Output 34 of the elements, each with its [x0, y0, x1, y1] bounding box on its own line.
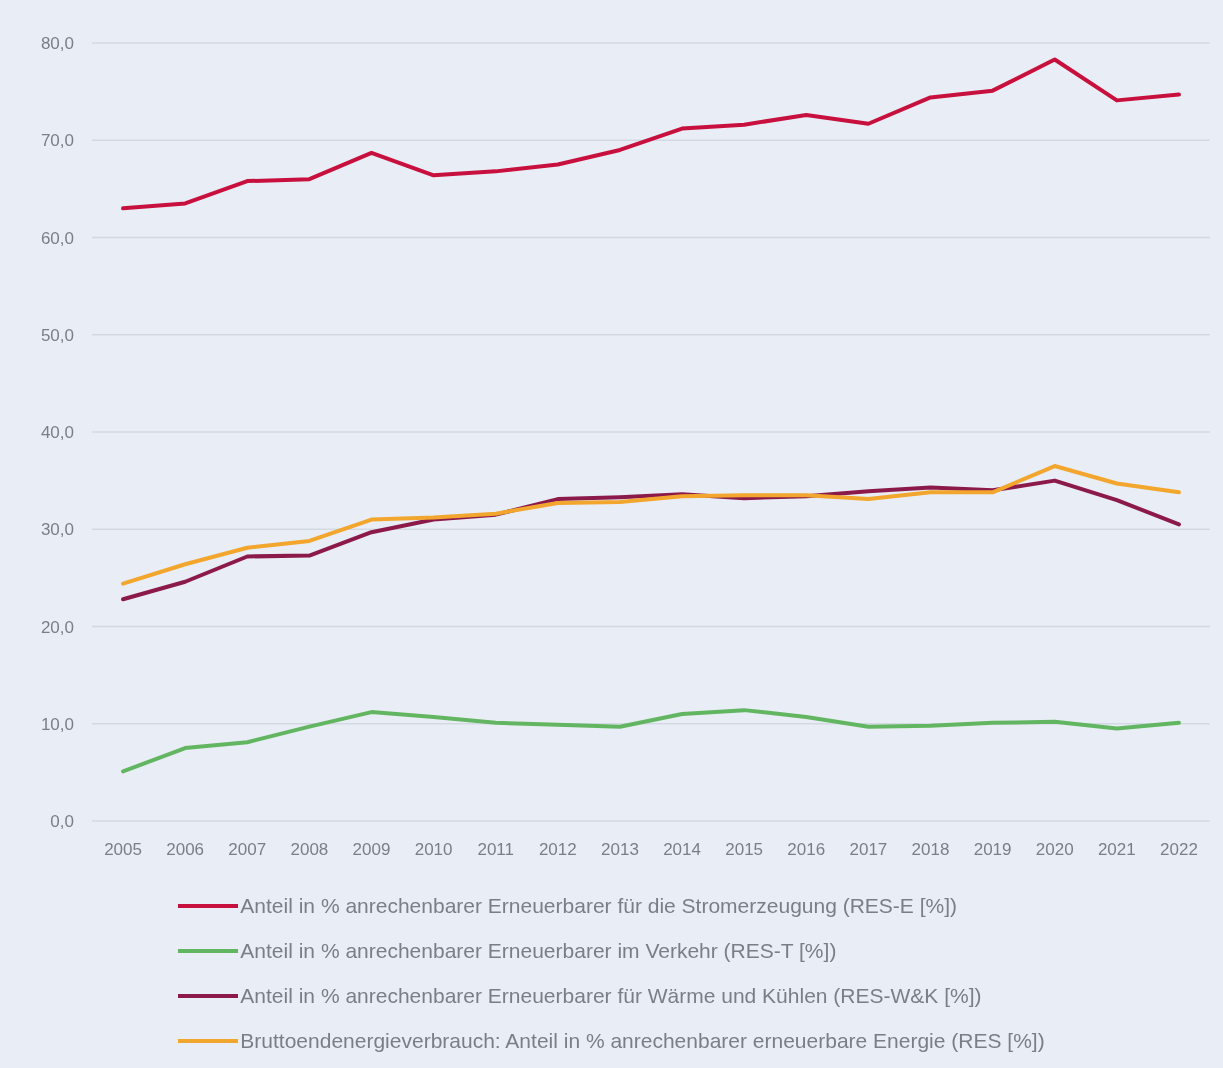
legend-label: Bruttoendenergieverbrauch: Anteil in % anrechenbarer erneuerbare Energie (RES [%])	[240, 1028, 1045, 1053]
x-tick-label: 2017	[849, 840, 888, 860]
x-tick-label: 2020	[1035, 840, 1074, 860]
y-tick-label: 30,0	[40, 520, 74, 540]
legend-label: Anteil in % anrechenbarer Erneuerbarer für die Stromerzeugung (RES-E [%])	[240, 893, 958, 918]
y-tick-label: 80,0	[40, 34, 74, 54]
x-tick-label: 2019	[973, 840, 1012, 860]
x-tick-label: 2013	[601, 840, 639, 860]
line-series	[121, 708, 1181, 774]
x-tick-label: 2022	[1160, 840, 1198, 860]
x-tick-label: 2021	[1097, 840, 1136, 860]
legend-label: Anteil in % anrechenbarer Erneuerbarer für Wärme und Kühlen (RES-W&K [%])	[240, 983, 982, 1008]
line-series	[121, 57, 1181, 211]
y-tick-label: 60,0	[40, 228, 74, 248]
y-tick-label: 20,0	[40, 617, 74, 637]
y-tick-label: 50,0	[40, 325, 74, 345]
x-tick-label: 2016	[787, 840, 826, 860]
x-tick-label: 2006	[166, 840, 205, 860]
x-tick-label: 2014	[663, 840, 701, 860]
x-tick-label: 2012	[538, 840, 577, 860]
x-tick-label: 2008	[290, 840, 329, 860]
legend-label: Anteil in % anrechenbarer Erneuerbarer im Verkehr (RES-T [%])	[240, 938, 837, 963]
x-tick-label: 2009	[352, 840, 391, 860]
y-tick-label: 10,0	[40, 714, 74, 734]
x-tick-label: 2011	[477, 840, 514, 860]
x-tick-label: 2015	[725, 840, 764, 860]
y-tick-label: 0,0	[50, 812, 74, 832]
line-series	[121, 464, 1181, 586]
y-tick-label: 40,0	[40, 423, 74, 443]
x-tick-label: 2018	[911, 840, 950, 860]
x-tick-label: 2007	[228, 840, 267, 860]
y-tick-label: 70,0	[40, 131, 74, 151]
x-tick-label: 2010	[414, 840, 453, 860]
x-tick-label: 2005	[104, 840, 142, 860]
